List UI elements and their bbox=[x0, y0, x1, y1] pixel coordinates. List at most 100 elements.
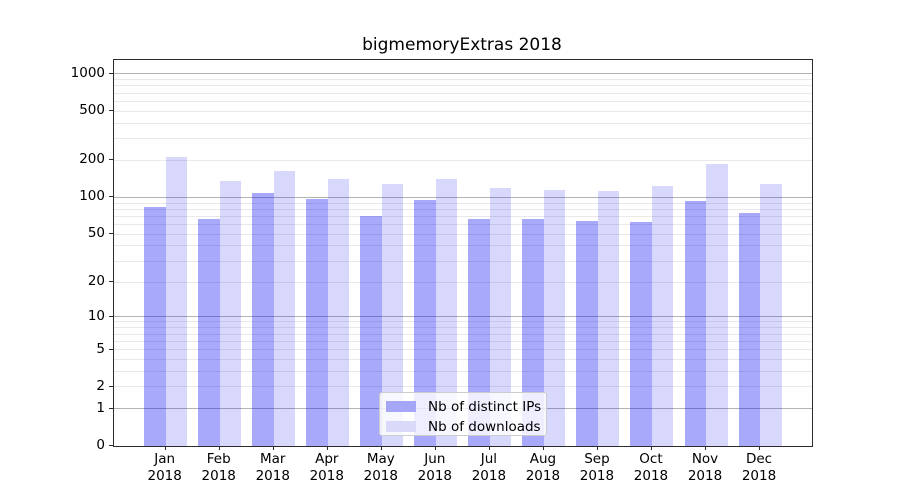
y-tick-label: 1000 bbox=[70, 64, 105, 81]
gridline-minor bbox=[114, 138, 812, 140]
bar-ips-may bbox=[360, 216, 382, 446]
y-tick bbox=[109, 72, 113, 74]
gridline-minor bbox=[114, 85, 812, 87]
x-tick-year: 2018 bbox=[579, 468, 615, 484]
x-tick-label: Jan 2018 bbox=[133, 451, 197, 485]
y-tick bbox=[109, 348, 113, 350]
y-tick bbox=[109, 281, 113, 283]
x-tick-year: 2018 bbox=[147, 468, 182, 484]
bar-ips-sep bbox=[576, 221, 598, 446]
x-tick bbox=[542, 446, 544, 450]
bar-downloads-jun bbox=[435, 178, 458, 446]
gridline-minor bbox=[114, 202, 812, 204]
gridline-minor bbox=[114, 79, 812, 81]
x-tick-month: Sep bbox=[584, 451, 610, 467]
x-tick-label: Sep 2018 bbox=[565, 451, 629, 485]
bar-ips-mar bbox=[252, 193, 274, 446]
bar-downloads-apr bbox=[327, 179, 350, 446]
gridline-minor bbox=[114, 208, 812, 210]
x-tick-year: 2018 bbox=[363, 468, 398, 484]
x-tick-label: Jun 2018 bbox=[403, 451, 467, 485]
gridline-minor bbox=[114, 340, 812, 342]
legend-label-downloads: Nb of downloads bbox=[428, 418, 541, 435]
gridline-minor bbox=[114, 159, 812, 161]
gridline-minor bbox=[114, 110, 812, 112]
gridline-minor bbox=[114, 100, 812, 102]
x-tick-month: Jul bbox=[480, 451, 498, 467]
x-tick bbox=[272, 446, 274, 450]
gridline-minor bbox=[114, 349, 812, 350]
y-tick bbox=[109, 445, 113, 446]
x-tick-month: Nov bbox=[691, 451, 719, 467]
y-tick-label: 50 bbox=[87, 225, 105, 242]
legend-item-distinct-ips: Nb of distinct IPs bbox=[386, 398, 541, 415]
x-tick bbox=[596, 446, 598, 450]
bar-downloads-dec bbox=[760, 183, 782, 446]
gridline-major bbox=[114, 196, 812, 198]
x-tick bbox=[326, 446, 328, 450]
plot-area bbox=[113, 59, 813, 447]
y-tick bbox=[109, 110, 113, 112]
y-tick-label: 10 bbox=[87, 307, 105, 324]
y-tick-label: 0 bbox=[96, 437, 105, 453]
bar-ips-feb bbox=[198, 218, 220, 446]
gridline-minor bbox=[114, 260, 812, 262]
x-tick-label: Feb 2018 bbox=[187, 451, 251, 485]
x-tick-year: 2018 bbox=[201, 468, 236, 484]
y-tick-label: 20 bbox=[87, 273, 105, 290]
x-tick-month: Jun bbox=[424, 451, 446, 467]
x-tick-month: Oct bbox=[639, 451, 663, 467]
x-tick-year: 2018 bbox=[417, 468, 453, 484]
x-tick bbox=[650, 446, 652, 450]
y-tick bbox=[109, 315, 113, 317]
x-tick bbox=[488, 446, 490, 450]
gridline-minor bbox=[114, 215, 812, 217]
x-tick bbox=[759, 446, 761, 450]
x-tick-year: 2018 bbox=[633, 468, 669, 484]
x-tick-label: Aug 2018 bbox=[511, 451, 575, 485]
gridline-major bbox=[114, 73, 812, 75]
x-tick-month: May bbox=[366, 451, 395, 467]
y-tick-label: 500 bbox=[79, 102, 105, 119]
bar-downloads-may bbox=[381, 184, 404, 446]
x-tick bbox=[380, 446, 382, 450]
gridline-minor bbox=[114, 224, 812, 226]
y-tick-label: 2 bbox=[96, 377, 105, 394]
bar-downloads-jul bbox=[489, 188, 512, 446]
y-tick-label: 5 bbox=[96, 340, 105, 357]
x-tick-month: Jan bbox=[154, 451, 176, 467]
x-tick-label: Dec 2018 bbox=[727, 451, 791, 485]
x-tick bbox=[434, 446, 436, 450]
bar-ips-jul bbox=[468, 218, 490, 446]
bar-downloads-jan bbox=[165, 157, 188, 446]
bar-ips-aug bbox=[522, 218, 544, 446]
legend-item-downloads: Nb of downloads bbox=[386, 418, 541, 435]
x-tick-year: 2018 bbox=[309, 468, 344, 484]
x-tick-year: 2018 bbox=[255, 468, 290, 484]
gridline-minor bbox=[114, 358, 812, 360]
legend-swatch-downloads bbox=[386, 421, 416, 432]
x-tick-label: Apr 2018 bbox=[295, 451, 359, 485]
gridline-minor bbox=[114, 333, 812, 335]
x-tick-year: 2018 bbox=[687, 468, 723, 484]
y-tick bbox=[109, 196, 113, 198]
y-tick bbox=[109, 233, 113, 235]
bar-downloads-sep bbox=[597, 190, 620, 446]
gridline-major bbox=[114, 316, 812, 318]
x-tick-label: Oct 2018 bbox=[619, 451, 683, 485]
legend: Nb of distinct IPs Nb of downloads bbox=[379, 392, 547, 436]
bar-ips-jun bbox=[414, 199, 436, 446]
x-tick-month: Feb bbox=[206, 451, 231, 467]
x-tick-month: Dec bbox=[745, 451, 773, 467]
bar-ips-oct bbox=[630, 222, 652, 446]
gridline-minor bbox=[114, 327, 812, 329]
x-tick-label: May 2018 bbox=[349, 451, 413, 485]
x-tick bbox=[705, 446, 706, 450]
x-tick bbox=[164, 446, 166, 450]
gridline-minor bbox=[114, 281, 812, 283]
bar-downloads-aug bbox=[543, 189, 566, 446]
x-tick-month: Mar bbox=[260, 451, 286, 467]
chart-title: bigmemoryExtras 2018 bbox=[362, 35, 562, 55]
x-tick-year: 2018 bbox=[471, 468, 507, 484]
